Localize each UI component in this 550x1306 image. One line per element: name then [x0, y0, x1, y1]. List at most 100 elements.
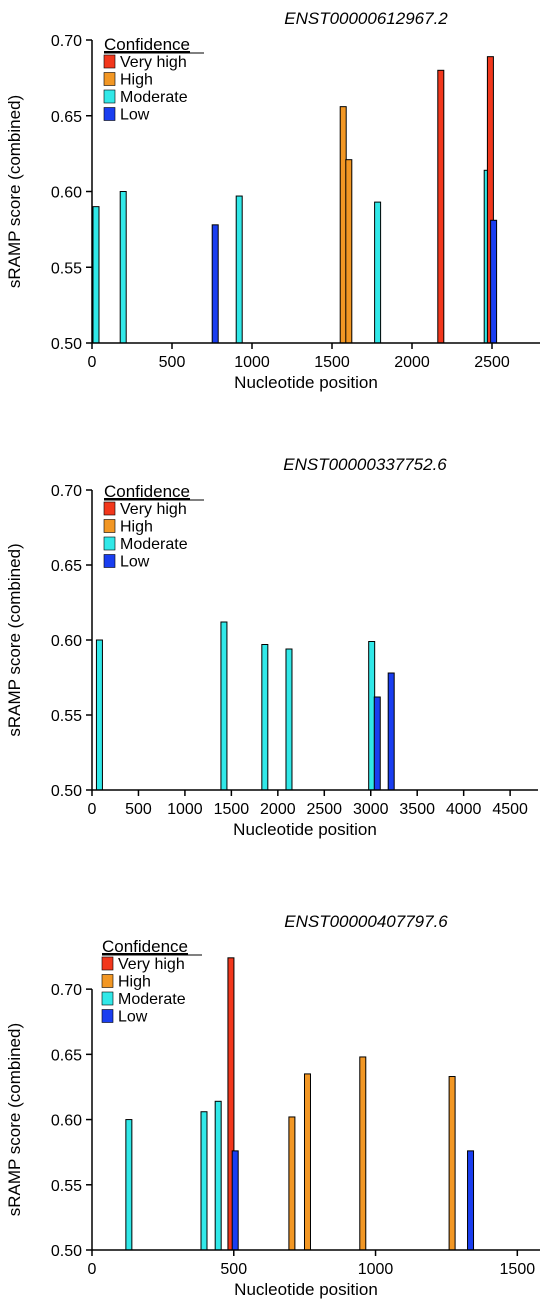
y-tick-label: 0.60 — [51, 185, 82, 202]
y-tick-label: 0.70 — [51, 483, 82, 500]
chart-title: ENST00000407797.6 — [284, 912, 448, 931]
y-tick-label: 0.50 — [51, 336, 82, 353]
bar-moderate — [235, 195, 243, 344]
y-axis-label: sRAMP score (combined) — [5, 543, 24, 736]
bar-high — [288, 1116, 296, 1251]
x-axis-label: Nucleotide position — [234, 373, 378, 392]
y-tick-label: 0.70 — [51, 33, 82, 50]
x-tick-label: 1000 — [167, 801, 203, 818]
bar-low — [387, 672, 395, 791]
legend-entry: Low — [118, 1009, 148, 1026]
x-tick-label: 0 — [88, 354, 97, 371]
legend-entry: High — [120, 519, 153, 536]
legend-swatch — [103, 107, 116, 121]
bar-moderate — [92, 206, 100, 344]
x-tick-label: 3000 — [353, 801, 389, 818]
legend-swatch — [103, 54, 116, 69]
x-tick-label: 500 — [220, 1261, 247, 1278]
x-tick-label: 2000 — [260, 801, 296, 818]
y-tick-label: 0.50 — [51, 783, 82, 800]
bar-moderate — [119, 191, 127, 344]
legend-entry: Low — [120, 554, 150, 571]
legend-swatch — [103, 536, 116, 551]
y-tick-label: 0.70 — [51, 982, 82, 999]
x-tick-label: 0 — [88, 1261, 97, 1278]
legend-entry: Moderate — [120, 89, 188, 106]
x-tick-label: 500 — [125, 801, 152, 818]
chart-1: ENST00000612967.2 0.50 0.55 0.60 0.65 0.70 0 50… — [5, 9, 540, 392]
bar-high — [345, 159, 353, 344]
bar-moderate — [285, 648, 293, 791]
x-tick-label: 1500 — [214, 801, 250, 818]
x-tick-label: 2500 — [306, 801, 342, 818]
legend-entry: Moderate — [120, 536, 188, 553]
legend-swatch — [101, 1009, 114, 1023]
bar-high — [448, 1076, 456, 1251]
y-tick-label: 0.65 — [51, 558, 82, 575]
legend-entry: Very high — [120, 54, 187, 71]
x-tick-label: 1500 — [314, 354, 350, 371]
legend-swatch — [103, 501, 116, 516]
x-tick-label: 500 — [159, 354, 186, 371]
legend-entry: High — [120, 72, 153, 89]
y-tick-label: 0.55 — [51, 260, 82, 277]
bar-moderate — [95, 639, 103, 791]
legend-swatch — [103, 89, 116, 104]
bar-low — [211, 224, 219, 344]
legend-entry: Moderate — [118, 991, 186, 1008]
legend-title: Confidence — [104, 482, 190, 501]
x-tick-label: 4000 — [446, 801, 482, 818]
x-tick-label: 1000 — [358, 1261, 394, 1278]
bar-high — [303, 1073, 311, 1251]
legend-swatch — [103, 519, 116, 533]
bar-moderate — [374, 201, 382, 344]
bar-high — [359, 1056, 367, 1251]
legend-swatch — [101, 956, 114, 971]
chart-3: ENST00000407797.6 0.50 0.55 0.60 0.65 0.70 0 50… — [5, 912, 540, 1299]
x-tick-label: 1000 — [234, 354, 270, 371]
legend-title: Confidence — [104, 35, 190, 54]
legend-title: Confidence — [102, 937, 188, 956]
bar-moderate — [200, 1111, 208, 1251]
bar-low — [373, 696, 381, 791]
y-tick-label: 0.55 — [51, 1178, 82, 1195]
bar-low — [490, 219, 498, 344]
x-tick-label: 0 — [88, 801, 97, 818]
bar-low — [231, 1150, 239, 1251]
x-tick-label: 1500 — [500, 1261, 536, 1278]
bar-very-high — [437, 69, 445, 344]
y-axis-label: sRAMP score (combined) — [5, 1023, 24, 1216]
chart-title: ENST00000337752.6 — [283, 455, 447, 474]
legend-swatch — [103, 72, 116, 86]
y-tick-label: 0.60 — [51, 1113, 82, 1130]
y-tick-label: 0.60 — [51, 633, 82, 650]
bar-low — [467, 1150, 475, 1251]
bar-moderate — [125, 1119, 133, 1251]
x-tick-label: 4500 — [492, 801, 528, 818]
y-tick-label: 0.65 — [51, 1047, 82, 1064]
x-tick-label: 2500 — [474, 354, 510, 371]
y-tick-label: 0.50 — [51, 1243, 82, 1260]
legend-swatch — [101, 991, 114, 1006]
y-tick-label: 0.65 — [51, 109, 82, 126]
bar-moderate — [214, 1100, 222, 1251]
x-tick-label: 2000 — [394, 354, 430, 371]
legend-swatch — [101, 974, 114, 988]
legend-entry: High — [118, 974, 151, 991]
chart-title: ENST00000612967.2 — [284, 9, 448, 28]
x-axis-label: Nucleotide position — [233, 820, 377, 839]
legend-entry: Very high — [118, 956, 185, 973]
chart-2: ENST00000337752.6 0.50 0.55 0.60 0.65 0.70 0 50… — [5, 455, 538, 839]
legend-entry: Very high — [120, 501, 187, 518]
x-tick-label: 3500 — [399, 801, 435, 818]
bar-moderate — [220, 621, 228, 791]
y-tick-label: 0.55 — [51, 708, 82, 725]
x-axis-label: Nucleotide position — [234, 1280, 378, 1299]
y-axis-label: sRAMP score (combined) — [5, 95, 24, 288]
bar-moderate — [261, 644, 269, 791]
legend-entry: Low — [120, 107, 150, 124]
